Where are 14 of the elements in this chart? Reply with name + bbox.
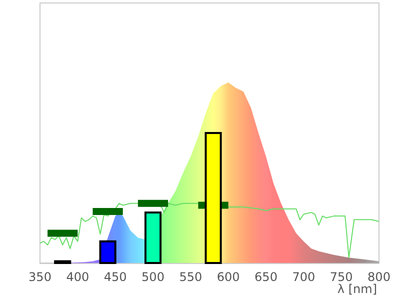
x-tick-label: 600 <box>216 270 240 284</box>
x-tick-label: 350 <box>28 270 52 284</box>
x-tick-label: 550 <box>179 270 202 284</box>
x-tick-label: 750 <box>330 270 353 284</box>
x-tick-label: 650 <box>254 270 278 284</box>
x-tick-label: 400 <box>66 270 90 284</box>
x-axis-title: λ [nm] <box>337 282 378 296</box>
bar <box>144 211 162 264</box>
x-tick-label: 500 <box>142 270 164 284</box>
bar <box>204 132 222 264</box>
bar <box>99 240 116 264</box>
x-tick-label: 700 <box>292 270 316 284</box>
x-tick-label: 450 <box>104 270 127 284</box>
x-tick-label: 800 <box>368 270 390 284</box>
